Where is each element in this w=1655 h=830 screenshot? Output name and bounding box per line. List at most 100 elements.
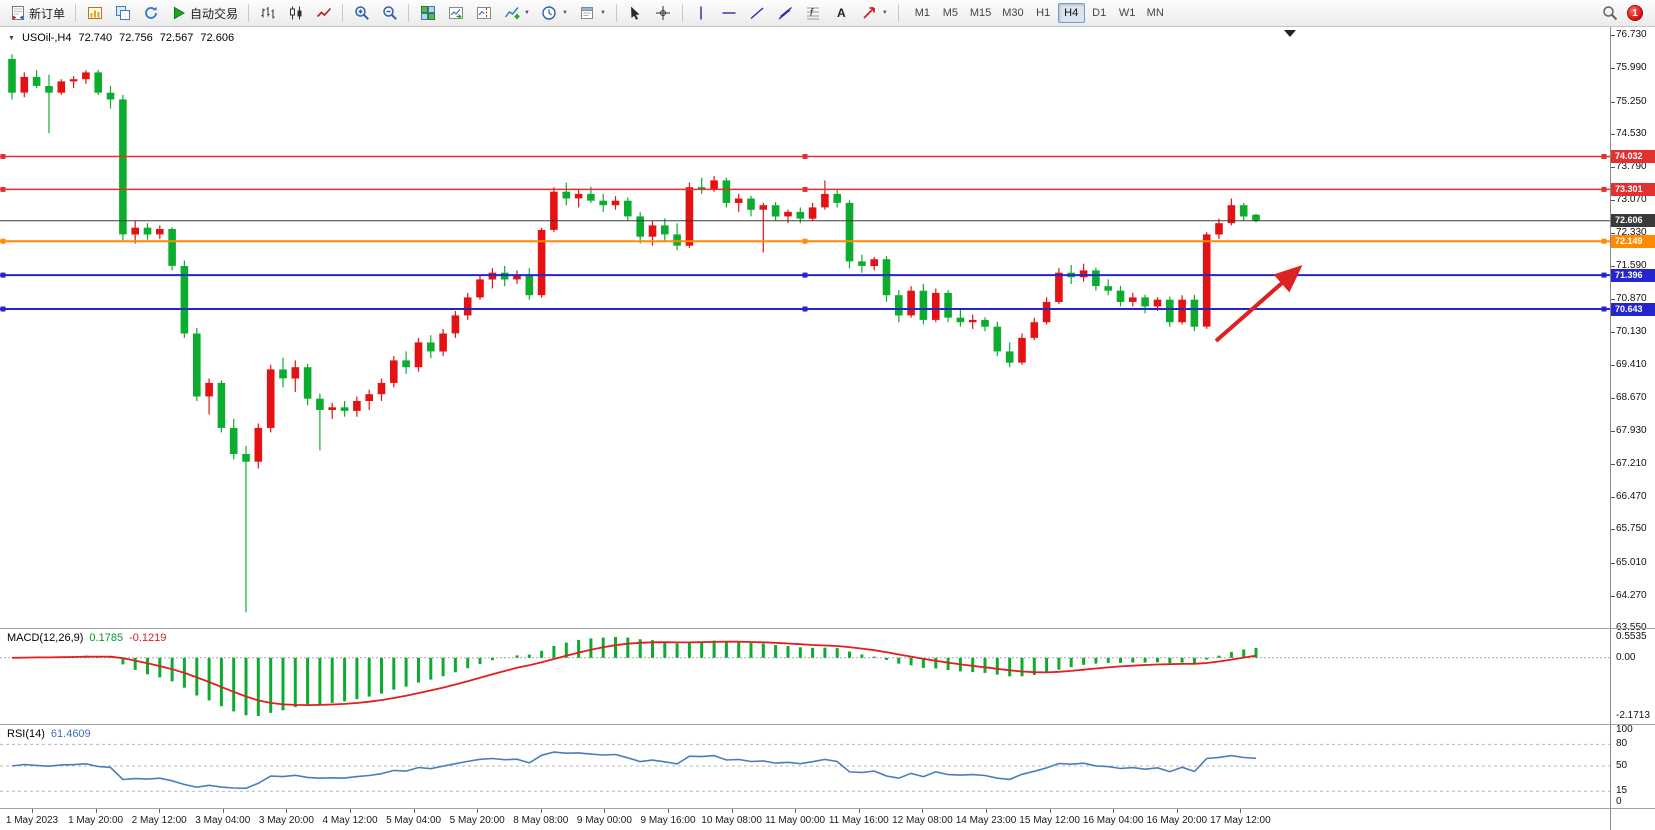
search-button[interactable] [1596,2,1623,24]
price-axis[interactable]: 76.730 75.990 75.250 74.530 73.790 73.070 72.3… [1610,27,1655,830]
text-button[interactable]: A [828,2,855,24]
macd-pane-plot[interactable] [0,629,1610,724]
rsi-name: RSI(14) [7,728,45,740]
price-tick-label: 70.870 [1616,292,1647,304]
profiles-button[interactable] [109,2,136,24]
time-tick-mark [159,809,161,813]
periods-icon [541,5,558,22]
price-tick-label: 67.930 [1616,425,1647,437]
time-label: 1 May 2023 [5,815,59,826]
templates-button[interactable]: ▼ [574,2,611,24]
macd-axis-label: -2.1713 [1616,710,1650,721]
time-tick-mark [413,809,415,813]
price-tick-label: 75.250 [1616,95,1647,107]
dropdown-arrow-icon[interactable]: ▼ [881,10,888,16]
rsi-axis-label: 80 [1616,738,1628,750]
vertical-line-button[interactable] [688,2,715,24]
timeframe-m5[interactable]: M5 [942,7,958,19]
cursor-button[interactable] [622,2,649,24]
time-label: 16 May 20:00 [1146,815,1208,826]
autoscroll-button[interactable] [442,2,469,24]
refresh-button[interactable] [137,2,164,24]
rsi-value: 61.4609 [50,728,91,740]
crosshair-button[interactable] [650,2,677,24]
fibonacci-button[interactable]: f [800,2,827,24]
new-chart-button[interactable] [81,2,108,24]
toolbar-separator [897,4,899,22]
tile-windows-button[interactable] [414,2,441,24]
new-order-button[interactable]: 新订单 [4,2,70,24]
price-tick-mark [1611,529,1615,531]
timeframe-m1[interactable]: M1 [914,7,930,19]
pane-separator[interactable] [0,724,1655,725]
rsi-axis-label: 100 [1616,724,1633,735]
price-tick-mark [1611,298,1615,300]
arrows-button[interactable]: ▼ [856,2,893,24]
zoom-in-button[interactable] [348,2,375,24]
horizontal-line-icon [721,5,738,22]
dropdown-arrow-icon[interactable]: ▼ [561,10,568,16]
time-label: 1 May 20:00 [68,815,124,826]
price-tick-mark [1611,496,1615,498]
rsi-axis-label: 15 [1616,785,1628,797]
price-tick-label: 76.730 [1616,29,1647,41]
periods-button[interactable]: ▼ [536,2,573,24]
timeframe-mn[interactable]: MN [1146,7,1164,19]
timeframe-w1[interactable]: W1 [1118,7,1136,19]
new-order-button-label: 新订单 [29,6,66,21]
time-axis[interactable]: 1 May 2023 1 May 20:00 2 May 12:00 3 May 04… [0,809,1610,830]
autotrading-button-label: 自动交易 [190,6,239,21]
time-tick-mark [858,809,860,813]
timeframe-h4[interactable]: H4 [1057,3,1085,23]
price-tag: 72.606 [1611,214,1655,228]
pane-separator[interactable] [0,808,1655,809]
pane-separator[interactable] [0,628,1655,629]
templates-icon [579,5,596,22]
rsi-pane-plot[interactable] [0,725,1610,808]
time-label: 15 May 12:00 [1019,815,1080,826]
vertical-line-icon [693,5,710,22]
price-tick-mark [1611,35,1615,37]
rsi-axis-label: 0 [1616,796,1622,807]
timeframe-h1[interactable]: H1 [1036,7,1051,19]
horizontal-line-button[interactable] [716,2,743,24]
price-tick-mark [1611,101,1615,103]
rsi-label: RSI(14) 61.4609 [7,728,91,740]
trendline-button[interactable] [744,2,771,24]
search-icon [1601,5,1618,22]
chart-shift-button[interactable] [470,2,497,24]
price-tick-mark [1611,431,1615,433]
price-tick-mark [1611,364,1615,366]
channel-button[interactable] [772,2,799,24]
time-label: 11 May 00:00 [765,815,826,826]
autotrading-button[interactable]: 自动交易 [165,2,243,24]
time-label: 11 May 16:00 [828,815,889,826]
macd-label: MACD(12,26,9) 0.1785 -0.1219 [7,632,166,644]
time-label: 10 May 08:00 [701,815,762,826]
time-label: 14 May 23:00 [955,815,1017,826]
chart-dropdown-triangle-icon[interactable]: ▼ [8,34,15,42]
dropdown-arrow-icon[interactable]: ▼ [599,10,606,16]
time-label: 3 May 20:00 [258,815,314,826]
time-label: 2 May 12:00 [131,815,187,826]
bar-chart-button[interactable] [254,2,281,24]
price-tick-mark [1611,595,1615,597]
price-tick-mark [1611,266,1615,268]
main-chart-plot[interactable] [0,27,1610,628]
price-tick-mark [1611,233,1615,235]
line-chart-button[interactable] [310,2,337,24]
timeframe-m30[interactable]: M30 [1002,7,1024,19]
notification-badge[interactable]: 1 [1627,5,1643,21]
dropdown-arrow-icon[interactable]: ▼ [524,10,530,16]
zoom-out-icon [381,5,398,22]
zoom-out-button[interactable] [376,2,403,24]
candlestick-chart-button[interactable] [282,2,309,24]
price-tick-mark [1611,463,1615,465]
price-tick-mark [1611,134,1615,136]
timeframe-m15[interactable]: M15 [969,7,992,19]
arrows-icon [861,5,878,22]
indicators-button[interactable]: ▼ [498,2,535,24]
timeframe-d1[interactable]: D1 [1092,7,1107,19]
price-tick-label: 74.530 [1616,128,1647,140]
price-tick-mark [1611,332,1615,334]
